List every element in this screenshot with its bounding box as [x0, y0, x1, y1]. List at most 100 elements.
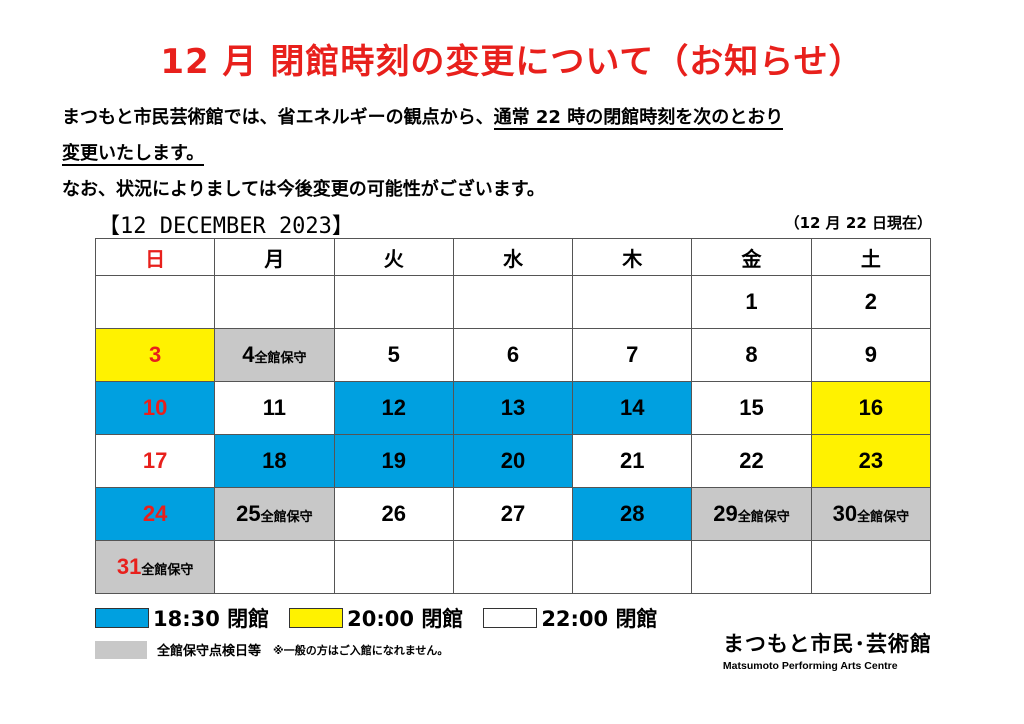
- legend-label: 18:30 閉館: [153, 607, 270, 631]
- calendar-day-cell: 7: [572, 328, 693, 382]
- calendar-day-cell: 16: [810, 381, 932, 435]
- calendar-day-cell: [572, 275, 693, 329]
- weekday-header: 火: [333, 238, 454, 276]
- day-number: 14: [620, 395, 645, 420]
- intro-line3: なお、状況によりましては今後変更の可能性がございます。: [62, 179, 545, 200]
- calendar-week-row: 17 18 19 20 21 22 23: [94, 434, 932, 488]
- calendar-day-cell: 18: [214, 434, 335, 488]
- day-number: 11: [262, 395, 287, 420]
- day-number: 24: [142, 501, 168, 526]
- yellow-swatch: [289, 608, 344, 628]
- calendar-day-cell: 23: [810, 434, 932, 488]
- day-number: 31: [116, 554, 142, 579]
- calendar-day-cell: 27: [452, 487, 574, 541]
- calendar-heading: 【12 DECEMBER 2023】: [98, 214, 354, 239]
- logo: まつもと市民･芸術館 Matsumoto Performing Arts Cen…: [723, 628, 932, 672]
- legend: 18:30 閉館 20:00 閉館 22:00 閉館: [95, 603, 677, 633]
- day-number: 7: [626, 342, 639, 367]
- day-number: 13: [500, 395, 526, 420]
- calendar-day-cell: 22: [691, 434, 812, 488]
- calendar-day-cell: 1: [691, 275, 812, 329]
- day-number: 9: [864, 342, 877, 367]
- intro-line1-a: まつもと市民芸術館では、省エネルギーの観点から、: [62, 107, 494, 128]
- day-number: 28: [620, 501, 645, 526]
- calendar-day-cell: [691, 540, 812, 594]
- calendar-day-cell: 12: [333, 381, 454, 435]
- day-number: 6: [506, 342, 520, 367]
- legend-label: 全館保守点検日等: [157, 644, 262, 659]
- gray-swatch: [95, 640, 147, 659]
- calendar-day-cell: 26: [333, 487, 454, 541]
- calendar-day-cell: 11: [214, 381, 335, 435]
- legend-label: 22:00 閉館: [541, 607, 658, 631]
- calendar-day-cell: 25全館保守: [214, 487, 335, 541]
- calendar-day-cell: 17: [94, 434, 216, 488]
- calendar-day-cell: [452, 540, 574, 594]
- legend-item-yellow: 20:00 閉館: [289, 603, 463, 633]
- day-number: 21: [620, 448, 645, 473]
- legend-maintenance: 全館保守点検日等 ※一般の方はご入館になれません。: [95, 640, 448, 659]
- weekday-header: 月: [214, 238, 335, 276]
- calendar-day-cell: 8: [691, 328, 812, 382]
- calendar-day-cell: 28: [572, 487, 693, 541]
- day-number: 25: [236, 501, 261, 526]
- weekday-header: 日: [94, 238, 216, 276]
- calendar-day-cell: 5: [333, 328, 454, 382]
- day-number: 3: [149, 342, 162, 367]
- weekday-header: 土: [810, 238, 932, 276]
- legend-item-white: 22:00 閉館: [483, 603, 657, 633]
- calendar-body: 1 2 3 4全館保守 5 6 7 8 9 10 11 12 13 14 15 16 17 18 19 20 21 22 2…: [94, 275, 932, 594]
- calendar-week-row: 3 4全館保守 5 6 7 8 9: [94, 328, 932, 382]
- day-number: 5: [387, 342, 400, 367]
- day-number: 8: [745, 342, 758, 367]
- calendar-day-cell: [94, 275, 216, 329]
- calendar-day-cell: [214, 540, 335, 594]
- day-number: 18: [262, 448, 287, 473]
- day-number: 15: [739, 395, 764, 420]
- calendar-day-cell: 9: [810, 328, 932, 382]
- calendar-day-cell: 24: [94, 487, 216, 541]
- calendar-day-cell: 15: [691, 381, 812, 435]
- day-number: 22: [739, 448, 764, 473]
- calendar-day-cell: [214, 275, 335, 329]
- calendar-day-cell: 31全館保守: [94, 540, 216, 594]
- day-number: 16: [858, 395, 884, 420]
- intro-text: まつもと市民芸術館では、省エネルギーの観点から、通常 22 時の閉館時刻を次のと…: [62, 100, 784, 208]
- day-number: 29: [713, 501, 738, 526]
- day-number: 19: [381, 448, 406, 473]
- as-of-date: （12 月 22 日現在）: [784, 214, 932, 232]
- calendar-day-cell: 30全館保守: [810, 487, 932, 541]
- calendar-day-cell: 14: [572, 381, 693, 435]
- weekday-header: 木: [572, 238, 693, 276]
- day-number: 17: [142, 448, 168, 473]
- day-number: 27: [500, 501, 526, 526]
- calendar-day-cell: [333, 275, 454, 329]
- logo-jp: まつもと市民･芸術館: [722, 631, 932, 656]
- calendar-day-cell: [810, 540, 932, 594]
- day-number: 12: [381, 395, 406, 420]
- calendar-day-cell: [572, 540, 693, 594]
- day-number: 23: [858, 448, 884, 473]
- calendar-day-cell: 4全館保守: [214, 328, 335, 382]
- calendar-week-row: 31全館保守: [94, 540, 932, 594]
- day-number: 1: [745, 289, 758, 314]
- calendar-day-cell: [333, 540, 454, 594]
- day-number: 30: [832, 501, 858, 526]
- calendar-week-row: 24 25全館保守 26 27 28 29全館保守 30全館保守: [94, 487, 932, 541]
- maintenance-note: 全館保守: [141, 562, 194, 577]
- day-number: 2: [864, 289, 877, 314]
- maintenance-note: 全館保守: [260, 509, 313, 524]
- legend-label: 20:00 閉館: [347, 607, 464, 631]
- maintenance-note: 全館保守: [254, 350, 307, 365]
- calendar-day-cell: 10: [94, 381, 216, 435]
- weekday-row: 日 月 火 水 木 金 土: [94, 238, 932, 276]
- intro-line1-b: 通常 22 時の閉館時刻を次のとおり: [493, 107, 784, 130]
- calendar-day-cell: 21: [572, 434, 693, 488]
- maintenance-note: 全館保守: [737, 509, 790, 524]
- day-number: 10: [142, 395, 168, 420]
- calendar-week-row: 10 11 12 13 14 15 16: [94, 381, 932, 435]
- page-title: 12 月 閉館時刻の変更について（お知らせ）: [160, 42, 864, 82]
- calendar-day-cell: 3: [94, 328, 216, 382]
- legend-item-blue: 18:30 閉館: [95, 603, 269, 633]
